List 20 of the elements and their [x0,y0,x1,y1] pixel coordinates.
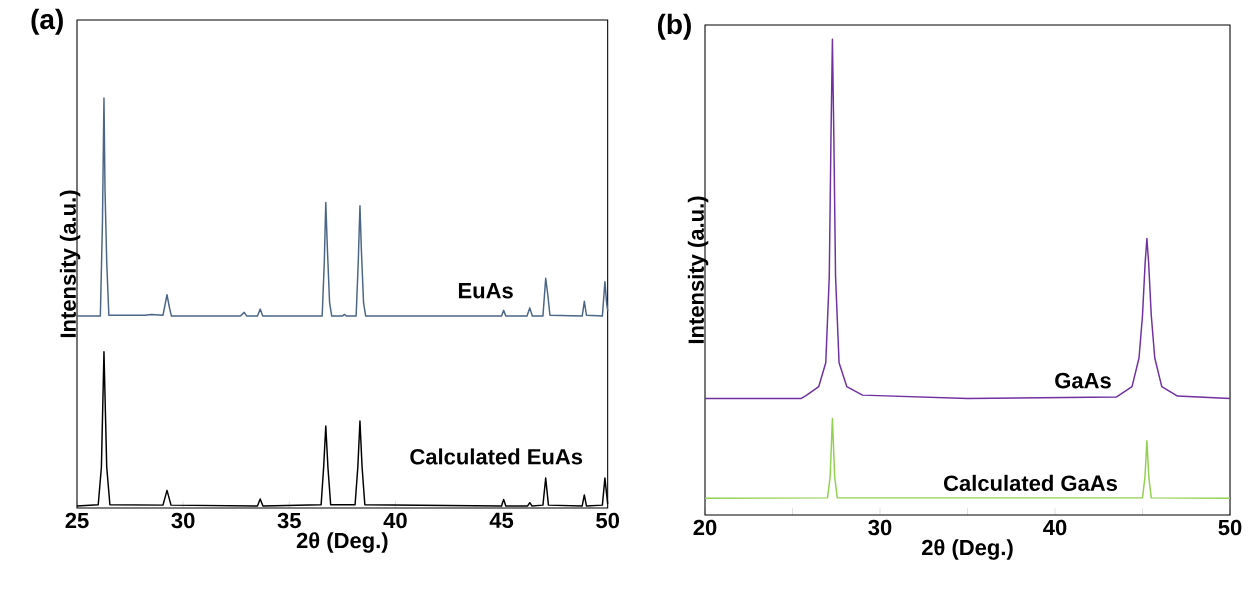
x-tick-label: 50 [596,512,620,529]
x-axis-title: 2θ (Deg.) [296,532,388,553]
x-tick-label: 45 [489,512,514,529]
x-tick-label: 50 [1218,519,1242,536]
y-axis-title: Intensity (a.u.) [59,190,81,338]
series-label: GaAs [1055,372,1111,389]
series-label: Calculated GaAs [943,474,1117,491]
x-tick-label: 30 [171,512,195,529]
x-tick-label: 35 [277,512,301,529]
x-tick-label: 40 [383,512,407,529]
series-label: Calculated EuAs [410,448,583,465]
x-tick-label: 30 [868,519,892,536]
chart-title: (a) [31,8,63,35]
x-tick-label: 20 [693,519,717,536]
chart-title: (b) [657,13,691,40]
series-label: EuAs [458,283,513,299]
x-axis-title: 2θ (Deg.) [921,539,1013,560]
x-tick-label: 25 [65,512,89,529]
x-tick-label: 40 [1043,519,1067,536]
y-axis-title: Intensity (a.u.) [687,196,709,344]
